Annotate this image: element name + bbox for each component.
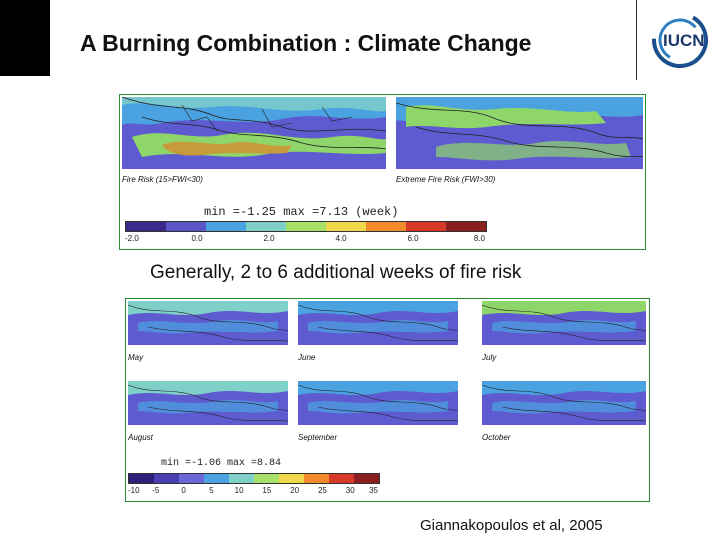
caption: Generally, 2 to 6 additional weeks of fi… bbox=[150, 262, 522, 283]
range-readout: min =-1.25 max =7.13 (week) bbox=[204, 205, 399, 219]
map-extreme-fire-risk bbox=[396, 97, 643, 169]
colorbar-tick-label: 0.0 bbox=[191, 234, 203, 243]
colorbar-swatch bbox=[354, 474, 379, 483]
colorbar-tick-label: -2.0 bbox=[125, 234, 139, 243]
colorbar-ticks: -2.0 0.0 2.0 4.0 6.0 8.0 bbox=[125, 234, 485, 244]
colorbar-swatch bbox=[204, 474, 229, 483]
colorbar-tick-label: 10 bbox=[234, 486, 244, 495]
colorbar-ticks: -10 -5 0 5 10 15 20 25 30 35 bbox=[128, 486, 378, 496]
colorbar-swatch bbox=[126, 222, 166, 231]
colorbar-swatch bbox=[446, 222, 486, 231]
colorbar-swatch bbox=[279, 474, 304, 483]
colorbar-tick-label: 30 bbox=[345, 486, 355, 495]
citation: Giannakopoulos et al, 2005 bbox=[420, 517, 603, 534]
colorbar-tick-label: -10 bbox=[128, 486, 140, 495]
colorbar-swatch bbox=[179, 474, 204, 483]
monthly-map bbox=[482, 301, 646, 345]
map-fire-risk bbox=[122, 97, 386, 169]
colorbar-tick-label: 8.0 bbox=[473, 234, 485, 243]
colorbar-tick-label: 4.0 bbox=[335, 234, 347, 243]
colorbar-swatch bbox=[254, 474, 279, 483]
panel-label: Extreme Fire Risk (FWI>30) bbox=[396, 175, 496, 184]
colorbar-tick-label: 2.0 bbox=[263, 234, 275, 243]
colorbar-swatch bbox=[329, 474, 354, 483]
corner-block bbox=[0, 0, 50, 76]
colorbar bbox=[128, 473, 380, 484]
month-label: October bbox=[482, 433, 511, 442]
colorbar-tick-label: 20 bbox=[290, 486, 300, 495]
slide-title: A Burning Combination : Climate Change bbox=[80, 30, 532, 56]
colorbar-swatch bbox=[304, 474, 329, 483]
colorbar-swatch bbox=[154, 474, 179, 483]
monthly-map bbox=[482, 381, 646, 425]
month-label: July bbox=[482, 353, 497, 362]
monthly-map bbox=[298, 381, 458, 425]
logo-text: IUCN bbox=[663, 31, 705, 50]
range-readout: min =-1.06 max =8.84 bbox=[161, 458, 282, 469]
colorbar-tick-label: 35 bbox=[369, 486, 378, 495]
monthly-map bbox=[298, 301, 458, 345]
colorbar-tick-label: 0 bbox=[181, 486, 186, 495]
monthly-map bbox=[128, 301, 288, 345]
top-figure: Fire Risk (15>FWI<30) Extreme Fire Risk … bbox=[119, 94, 646, 250]
colorbar-swatch bbox=[366, 222, 406, 231]
colorbar bbox=[125, 221, 487, 232]
colorbar-swatch bbox=[129, 474, 154, 483]
colorbar-tick-label: -5 bbox=[152, 486, 160, 495]
colorbar-swatch bbox=[206, 222, 246, 231]
monthly-map bbox=[128, 381, 288, 425]
iucn-logo-icon bbox=[652, 12, 708, 68]
colorbar-tick-label: 15 bbox=[262, 486, 272, 495]
month-label: May bbox=[128, 353, 144, 362]
panel-label: Fire Risk (15>FWI<30) bbox=[122, 175, 203, 184]
month-label: September bbox=[298, 433, 338, 442]
colorbar-swatch bbox=[246, 222, 286, 231]
colorbar-swatch bbox=[229, 474, 254, 483]
month-label: June bbox=[298, 353, 316, 362]
colorbar-swatch bbox=[326, 222, 366, 231]
title-divider bbox=[636, 0, 637, 80]
colorbar-swatch bbox=[166, 222, 206, 231]
bottom-figure: May June July August September October min =-… bbox=[125, 298, 650, 502]
colorbar-tick-label: 5 bbox=[209, 486, 214, 495]
month-label: August bbox=[128, 433, 153, 442]
colorbar-tick-label: 6.0 bbox=[407, 234, 419, 243]
colorbar-swatch bbox=[286, 222, 326, 231]
colorbar-swatch bbox=[406, 222, 446, 231]
colorbar-tick-label: 25 bbox=[317, 486, 327, 495]
